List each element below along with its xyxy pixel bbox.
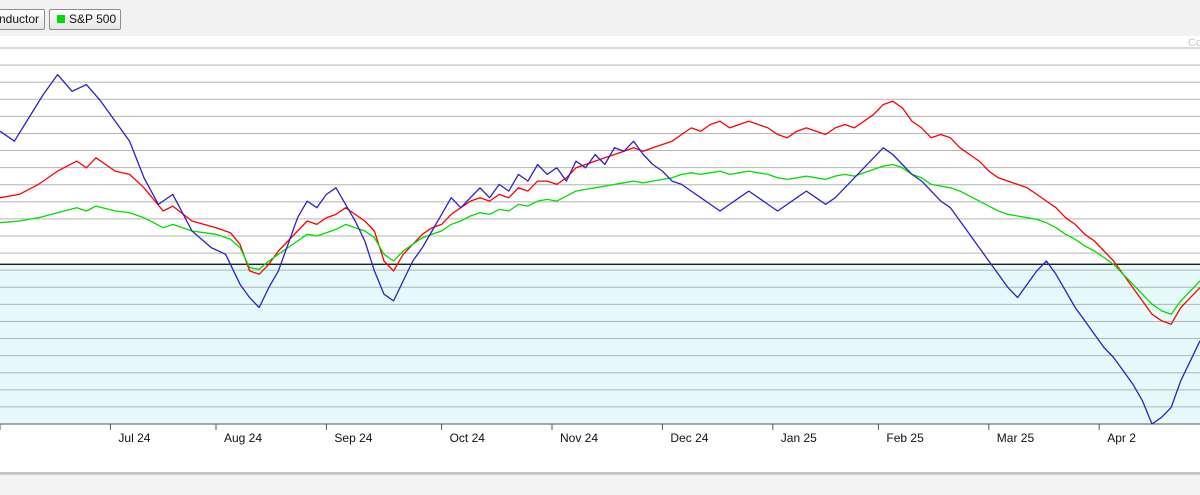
chart-toolbar: Semiconductor S&P 500	[0, 0, 1200, 36]
x-tick-label: Jul 24	[118, 431, 150, 445]
legend-semiconductor-button[interactable]: Semiconductor	[0, 9, 45, 30]
semiconductor-series-line	[0, 100, 1200, 325]
x-tick-label: Nov 24	[560, 431, 598, 445]
chart-x-axis: Jul 24 Aug 24 Sep 24 Oct 24 Nov 24 Dec 24 Jan …	[0, 423, 1200, 474]
chart-gridlines	[0, 47, 1200, 425]
stock-series-line	[0, 73, 1200, 425]
x-tick-label: Sep 24	[334, 431, 372, 445]
chart-series	[0, 73, 1200, 425]
legend-sp500-button[interactable]: S&P 500	[49, 9, 121, 30]
x-tick-label: Jan 25	[781, 431, 817, 445]
legend-semiconductor-label: Semiconductor	[0, 12, 39, 26]
legend-sp500-swatch	[57, 15, 65, 23]
x-tick-label: Apr 2	[1107, 431, 1136, 445]
sp500-series-line	[0, 163, 1200, 315]
legend-sp500-label: S&P 500	[69, 12, 117, 26]
lower-zone-fill	[0, 264, 1200, 424]
x-tick-label: Dec 24	[670, 431, 708, 445]
x-tick-label: Oct 24	[450, 431, 486, 445]
bottom-scroll-strip[interactable]	[0, 474, 1200, 495]
corner-watermark: Co	[1187, 37, 1200, 49]
x-tick-label: Aug 24	[224, 431, 262, 445]
x-tick-label: Feb 25	[886, 431, 924, 445]
x-tick-label: Mar 25	[997, 431, 1035, 445]
chart-background	[0, 264, 1200, 424]
